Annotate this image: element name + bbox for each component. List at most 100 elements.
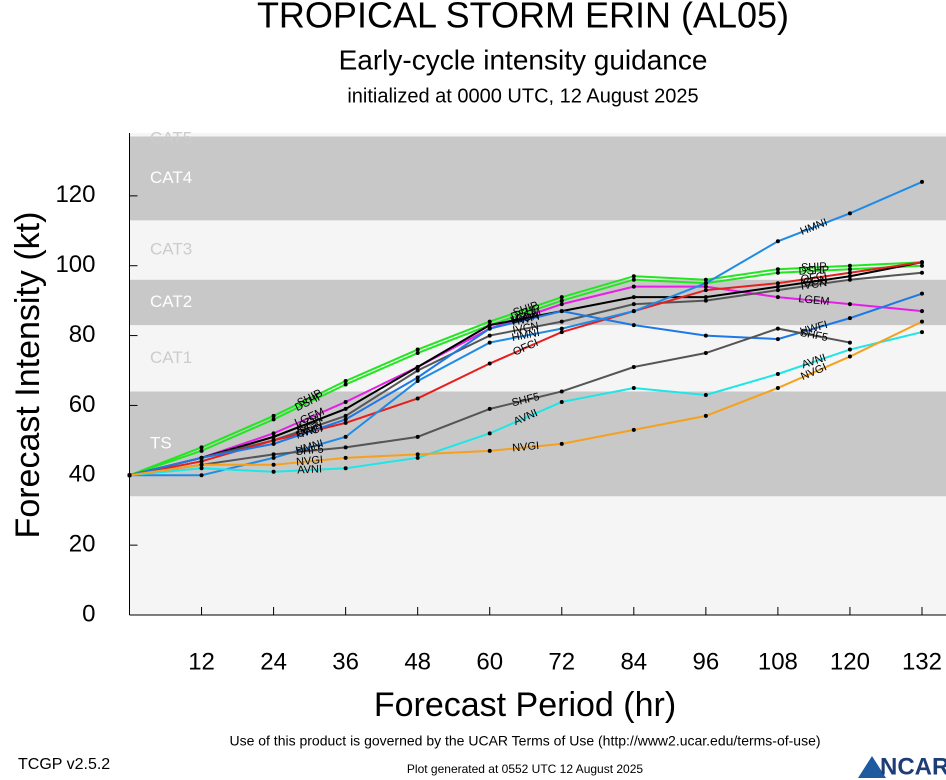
series-point	[775, 288, 780, 293]
x-tick-label: 48	[404, 648, 431, 675]
series-label: OFCI	[800, 270, 828, 286]
series-point	[271, 452, 276, 457]
series-point	[703, 351, 708, 356]
series-point	[919, 270, 924, 275]
series-point	[415, 368, 420, 373]
series-label: AVNI	[297, 463, 322, 476]
series-point	[775, 270, 780, 275]
series-point	[343, 413, 348, 418]
category-band	[129, 136, 946, 221]
series-point	[415, 375, 420, 380]
y-tick-label: 60	[69, 391, 96, 418]
series-label: ICON	[511, 310, 540, 327]
series-point	[919, 260, 924, 265]
y-tick-label: 0	[82, 600, 95, 627]
terms: Use of this product is governed by the U…	[229, 733, 820, 749]
series-point	[199, 466, 204, 471]
series-point	[343, 455, 348, 460]
series-point	[775, 372, 780, 376]
series-point	[775, 284, 780, 289]
x-axis-label: Forecast Period (hr)	[374, 686, 676, 724]
series-point	[703, 413, 708, 418]
series-point	[775, 295, 780, 300]
series-point	[199, 448, 204, 453]
series-point	[703, 392, 708, 397]
y-tick-label: 40	[69, 461, 96, 488]
series-point	[631, 302, 636, 307]
band-label: CAT1	[150, 348, 192, 367]
series-point	[343, 420, 348, 425]
x-tick-label: 24	[260, 648, 287, 675]
chart-title: TROPICAL STORM ERIN (AL05)	[257, 0, 789, 36]
series-line	[129, 261, 923, 477]
series-point	[415, 452, 420, 457]
series-point	[703, 277, 708, 282]
series-point	[559, 330, 564, 335]
series-point	[559, 319, 564, 324]
series-point	[271, 413, 276, 418]
band-label: CAT3	[150, 239, 192, 258]
chart-subtitle: Early-cycle intensity guidance	[339, 44, 708, 75]
category-band	[129, 391, 946, 497]
series-point	[343, 466, 348, 471]
series-point	[703, 333, 708, 338]
series-point	[559, 302, 564, 307]
series-point	[775, 267, 780, 272]
series-point	[271, 441, 276, 446]
series-point	[487, 319, 492, 324]
series-point	[703, 295, 708, 300]
x-tick-label: 96	[693, 648, 720, 675]
series-point	[919, 263, 924, 268]
x-tick-label: 36	[332, 648, 359, 675]
x-tick-label: 84	[620, 648, 647, 675]
series-point	[631, 309, 636, 314]
series-point	[343, 378, 348, 383]
series-point	[775, 385, 780, 390]
x-tick-label: 60	[476, 648, 503, 675]
series-point	[631, 295, 636, 300]
series-point	[847, 267, 852, 272]
category-band	[129, 133, 946, 137]
series-point	[847, 340, 852, 345]
series-point	[847, 211, 852, 216]
series-point	[703, 281, 708, 286]
series-point	[559, 295, 564, 300]
series-point	[559, 326, 564, 331]
y-axis-label: Forecast Intensity (kt)	[9, 212, 47, 539]
series-point	[271, 431, 276, 436]
series-point	[487, 448, 492, 453]
band-label: CAT5	[150, 128, 192, 147]
series-point	[775, 281, 780, 286]
series-point	[631, 284, 636, 289]
series-point	[559, 309, 564, 314]
series-point	[847, 274, 852, 279]
series-point	[559, 441, 564, 446]
series-label: SHIP	[801, 261, 827, 274]
series-point	[487, 326, 492, 331]
series-point	[487, 431, 492, 436]
series-point	[487, 340, 492, 345]
series-point	[847, 263, 852, 268]
series-point	[415, 347, 420, 352]
series-point	[487, 406, 492, 411]
series-point	[127, 473, 132, 478]
series-point	[343, 406, 348, 411]
series-point	[415, 351, 420, 356]
y-tick-label: 80	[69, 321, 96, 348]
series-point	[415, 378, 420, 383]
series-line	[129, 285, 923, 477]
series-point	[847, 316, 852, 321]
series-label: DSHP	[798, 264, 829, 277]
series-label: NVGI	[296, 454, 324, 469]
y-tick-label: 120	[55, 181, 95, 208]
series-point	[559, 389, 564, 394]
series-point	[271, 455, 276, 460]
series-point	[703, 284, 708, 289]
series-point	[199, 455, 204, 460]
series-label: LGEM	[798, 293, 830, 308]
series-point	[775, 326, 780, 331]
series-point	[775, 337, 780, 342]
logo-mark	[858, 756, 886, 778]
series-point	[847, 347, 852, 352]
